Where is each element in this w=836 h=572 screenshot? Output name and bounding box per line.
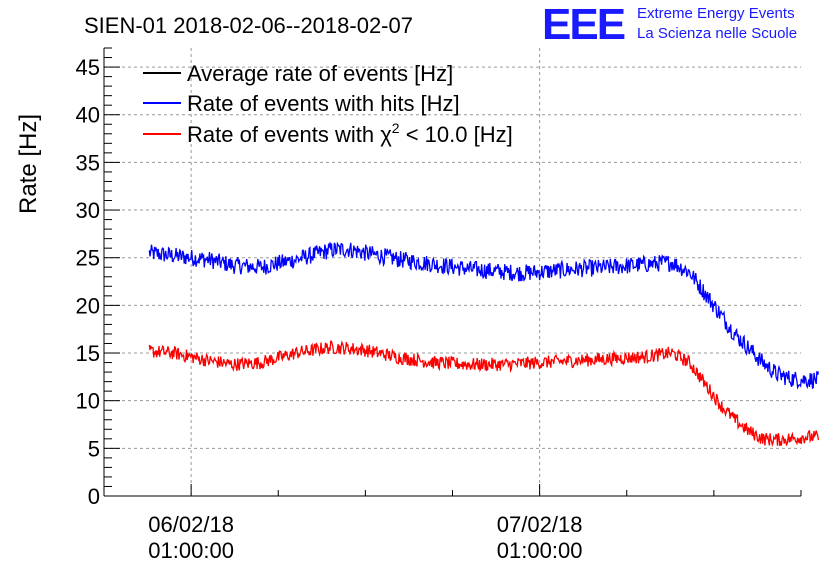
legend-label-chi2-symbol: χ [380,122,392,147]
chart-title: SIEN-01 2018-02-06--2018-02-07 [84,13,413,38]
grid [104,48,801,496]
y-tick-label-40: 40 [76,103,100,128]
x-tick-time-0: 01:00:00 [148,538,234,563]
eee-logo-mark: EEE [542,0,625,49]
legend-label-chi2: Rate of events with χ2 < 10.0 [Hz] [187,120,513,147]
legend-label-chi2-pre: Rate of events with [187,122,380,147]
eee-logo: EEE Extreme Energy Events La Scienza nel… [542,0,797,49]
series-layer [148,241,820,447]
series-line-chi2 [148,340,820,447]
x-tick-date-0: 06/02/18 [148,512,234,537]
x-tick-date-1: 07/02/18 [497,512,583,537]
legend: Average rate of events [Hz] Rate of even… [143,61,513,147]
axes [103,47,802,497]
legend-label-chi2-sup: 2 [392,120,400,136]
legend-label-chi2-post: < 10.0 [Hz] [400,122,513,147]
legend-label-hits: Rate of events with hits [Hz] [187,91,460,116]
eee-logo-line1: Extreme Energy Events [637,5,795,22]
tick-labels: 05101520253035404506/02/1801:00:0007/02/… [76,55,583,563]
legend-label-average: Average rate of events [Hz] [187,61,453,86]
eee-logo-line2: La Scienza nelle Scuole [637,25,797,42]
x-tick-time-1: 01:00:00 [497,538,583,563]
y-tick-label-25: 25 [76,246,100,271]
y-tick-label-35: 35 [76,150,100,175]
y-axis-label: Rate [Hz] [15,114,42,214]
y-tick-label-10: 10 [76,389,100,414]
y-tick-label-45: 45 [76,55,100,80]
y-tick-label-0: 0 [88,484,100,509]
y-tick-label-5: 5 [88,436,100,461]
y-tick-label-20: 20 [76,293,100,318]
y-tick-label-15: 15 [76,341,100,366]
y-tick-label-30: 30 [76,198,100,223]
series-line-hits [148,241,820,390]
